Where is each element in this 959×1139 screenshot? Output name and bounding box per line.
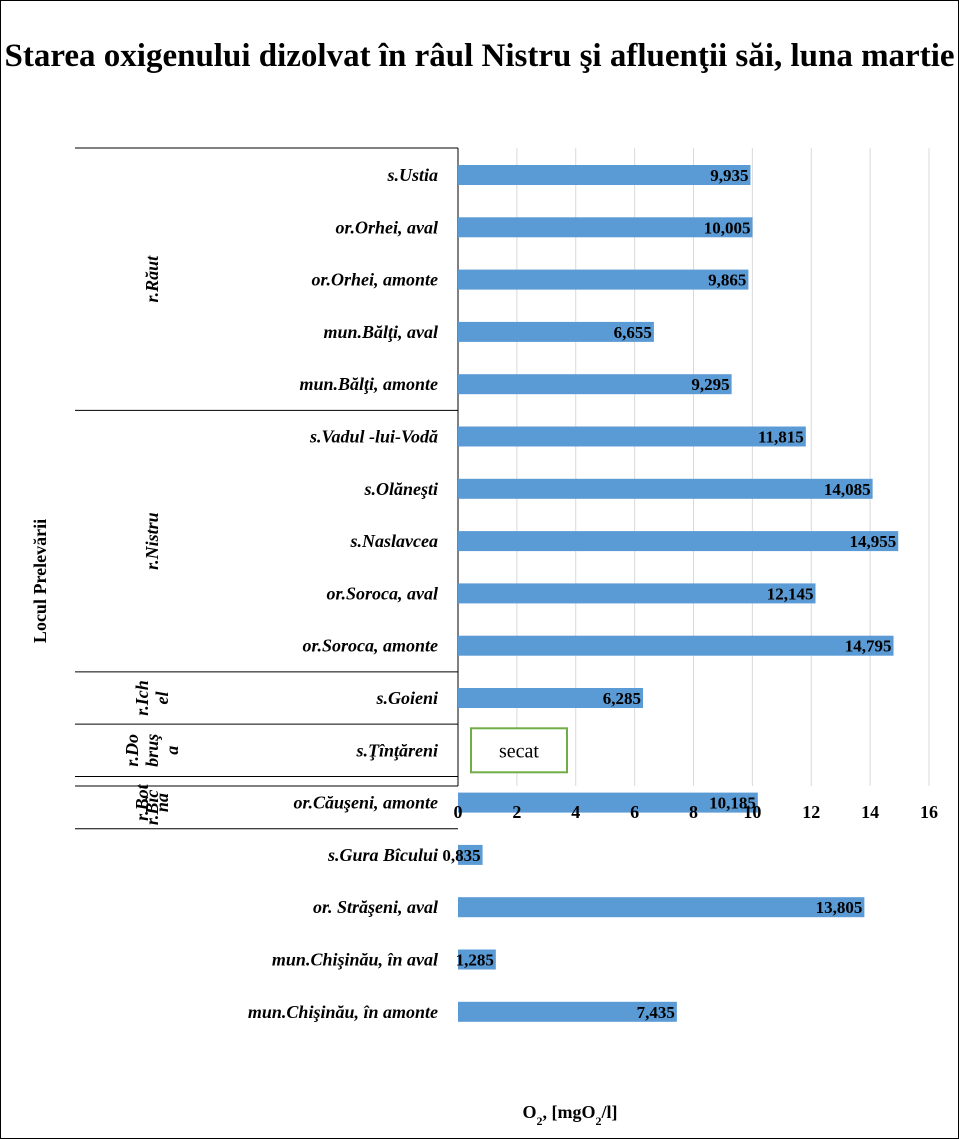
x-tick-label: 4 bbox=[571, 802, 580, 822]
data-label: 11,815 bbox=[758, 428, 804, 447]
category-label: or.Orhei, aval bbox=[335, 217, 438, 237]
bar bbox=[458, 792, 758, 813]
category-label: mun.Chişinău, în amonte bbox=[248, 1002, 438, 1022]
x-tick-label: 12 bbox=[802, 802, 820, 822]
category-label: s.Olăneşti bbox=[363, 479, 438, 499]
bar bbox=[458, 688, 644, 708]
data-label: 6,655 bbox=[614, 323, 652, 342]
group-label: r.Răut bbox=[142, 255, 162, 303]
data-label: 10,185 bbox=[709, 794, 756, 813]
x-tick-label: 8 bbox=[689, 802, 698, 822]
chart-title: Starea oxigenului dizolvat în râul Nistr… bbox=[4, 38, 955, 74]
data-label: 10,005 bbox=[704, 218, 751, 237]
category-label: s.Ţînţăreni bbox=[355, 740, 438, 760]
group-label: r.Bîc bbox=[142, 790, 162, 826]
secat-box bbox=[470, 727, 568, 774]
category-label: s.Vadul -lui-Vodă bbox=[309, 427, 438, 447]
group-label: r.Bot bbox=[132, 783, 152, 821]
data-label: 14,955 bbox=[849, 532, 896, 551]
data-label: 9,935 bbox=[710, 166, 748, 185]
data-label: 7,435 bbox=[637, 1003, 675, 1022]
data-label: 9,865 bbox=[708, 271, 746, 290]
data-label: 1,285 bbox=[456, 951, 494, 970]
bar bbox=[458, 897, 865, 918]
bar bbox=[458, 635, 894, 656]
x-tick-label: 0 bbox=[454, 802, 463, 822]
group-label: a bbox=[162, 746, 182, 755]
bar bbox=[458, 269, 749, 290]
category-label: s.Gura Bîcului bbox=[327, 845, 438, 865]
x-tick-label: 6 bbox=[630, 802, 639, 822]
category-label: or. Străşeni, aval bbox=[313, 897, 438, 917]
data-label: 14,795 bbox=[845, 637, 892, 656]
category-label: s.Ustia bbox=[386, 165, 438, 185]
bar bbox=[458, 321, 654, 342]
category-label: s.Naslavcea bbox=[350, 531, 438, 551]
data-label: 0,835 bbox=[442, 846, 480, 865]
bar bbox=[458, 426, 806, 447]
axis-title-part: O bbox=[522, 1102, 536, 1122]
bar bbox=[458, 844, 483, 865]
category-label: mun.Bălţi, aval bbox=[323, 322, 438, 342]
bar bbox=[458, 949, 496, 970]
bar bbox=[458, 531, 899, 552]
axis-title-part: , [mgO bbox=[543, 1102, 596, 1122]
x-axis-title: O2, [mgO2/l] bbox=[522, 1102, 617, 1128]
group-label: na bbox=[152, 793, 172, 812]
category-label: mun.Bălţi, amonte bbox=[299, 374, 438, 394]
bar bbox=[458, 583, 816, 604]
bar bbox=[458, 478, 873, 499]
x-tick-label: 16 bbox=[920, 802, 938, 822]
axis-title-part: /l] bbox=[601, 1102, 618, 1122]
data-label: 12,145 bbox=[767, 584, 814, 603]
data-label: 6,285 bbox=[603, 689, 641, 708]
category-label: or.Soroca, aval bbox=[326, 583, 438, 603]
group-label: r.Do bbox=[122, 734, 142, 767]
category-label: mun.Chişinău, în aval bbox=[272, 950, 438, 970]
group-label: r.Nistru bbox=[142, 512, 162, 570]
data-label: 13,805 bbox=[816, 898, 863, 917]
x-tick-label: 10 bbox=[743, 802, 761, 822]
category-label: or.Căuşeni, amonte bbox=[293, 793, 438, 813]
x-tick-label: 2 bbox=[512, 802, 521, 822]
subscript: 2 bbox=[596, 1114, 602, 1128]
bar bbox=[458, 217, 753, 238]
group-label: el bbox=[152, 692, 172, 705]
category-label: or.Orhei, amonte bbox=[311, 270, 438, 290]
group-label: r.Ich bbox=[132, 680, 152, 716]
bar bbox=[458, 1001, 677, 1022]
data-label: 14,085 bbox=[824, 480, 871, 499]
bar bbox=[458, 165, 751, 185]
data-label: 9,295 bbox=[691, 375, 729, 394]
group-label: bruş bbox=[142, 734, 162, 767]
category-label: or.Soroca, amonte bbox=[302, 636, 438, 656]
bar bbox=[458, 374, 732, 395]
category-label: s.Goieni bbox=[375, 688, 438, 708]
x-tick-label: 14 bbox=[861, 802, 879, 822]
secat-label: secat bbox=[499, 740, 539, 762]
y-axis-title: Locul Prelevării bbox=[30, 519, 50, 643]
subscript: 2 bbox=[537, 1114, 543, 1128]
